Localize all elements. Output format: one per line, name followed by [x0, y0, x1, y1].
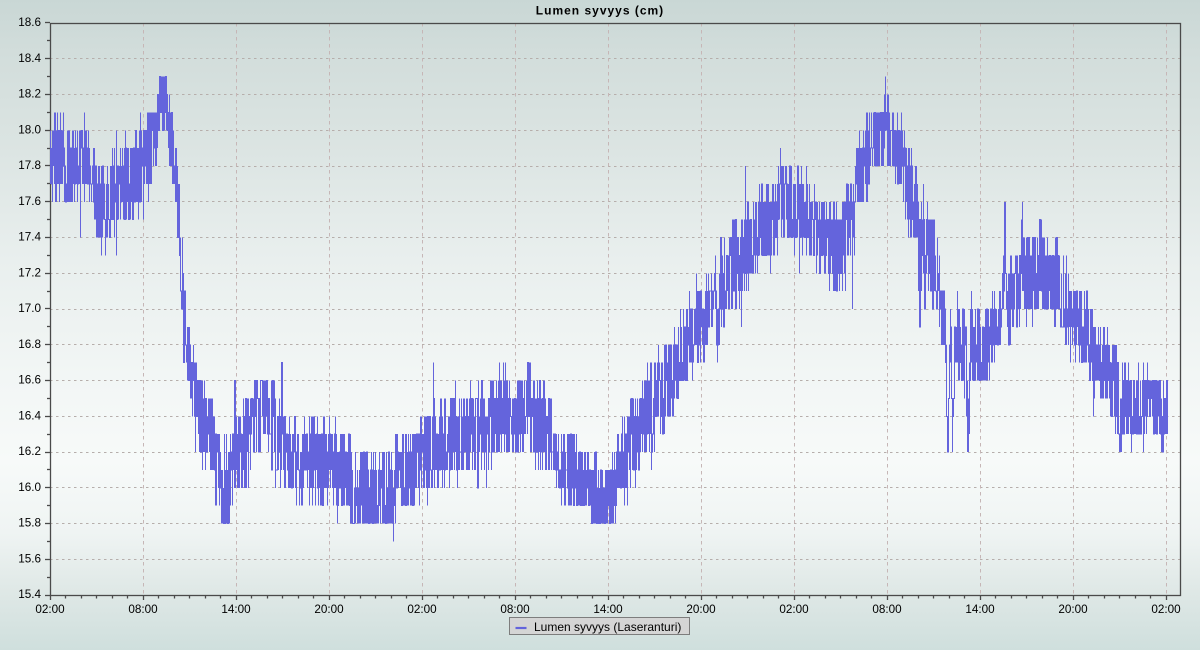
svg-text:Lumen syvyys (Laseranturi): Lumen syvyys (Laseranturi) [534, 620, 681, 634]
svg-text:18.2: 18.2 [18, 88, 41, 101]
svg-text:08:00: 08:00 [500, 603, 530, 616]
svg-text:16.4: 16.4 [18, 409, 41, 422]
svg-text:02:00: 02:00 [407, 603, 437, 616]
svg-text:17.8: 17.8 [18, 159, 41, 172]
svg-text:02:00: 02:00 [1151, 603, 1181, 616]
svg-text:20:00: 20:00 [686, 603, 716, 616]
svg-text:14:00: 14:00 [965, 603, 995, 616]
svg-text:18.6: 18.6 [18, 16, 41, 29]
svg-text:20:00: 20:00 [1058, 603, 1088, 616]
svg-text:15.6: 15.6 [18, 552, 41, 565]
svg-text:18.0: 18.0 [18, 123, 41, 136]
svg-text:17.4: 17.4 [18, 231, 41, 244]
svg-text:16.2: 16.2 [18, 445, 41, 458]
svg-text:02:00: 02:00 [779, 603, 809, 616]
svg-text:08:00: 08:00 [872, 603, 902, 616]
svg-text:15.4: 15.4 [18, 588, 41, 601]
svg-text:16.6: 16.6 [18, 374, 41, 387]
svg-text:14:00: 14:00 [593, 603, 623, 616]
svg-text:17.6: 17.6 [18, 195, 41, 208]
svg-text:14:00: 14:00 [221, 603, 251, 616]
svg-text:20:00: 20:00 [314, 603, 344, 616]
svg-text:17.2: 17.2 [18, 266, 41, 279]
svg-text:Lumen syvyys (cm): Lumen syvyys (cm) [536, 4, 664, 18]
svg-text:15.8: 15.8 [18, 517, 41, 530]
svg-text:08:00: 08:00 [128, 603, 158, 616]
svg-text:16.8: 16.8 [18, 338, 41, 351]
svg-text:02:00: 02:00 [35, 603, 65, 616]
svg-text:18.4: 18.4 [18, 52, 41, 65]
svg-text:16.0: 16.0 [18, 481, 41, 494]
svg-text:17.0: 17.0 [18, 302, 41, 315]
